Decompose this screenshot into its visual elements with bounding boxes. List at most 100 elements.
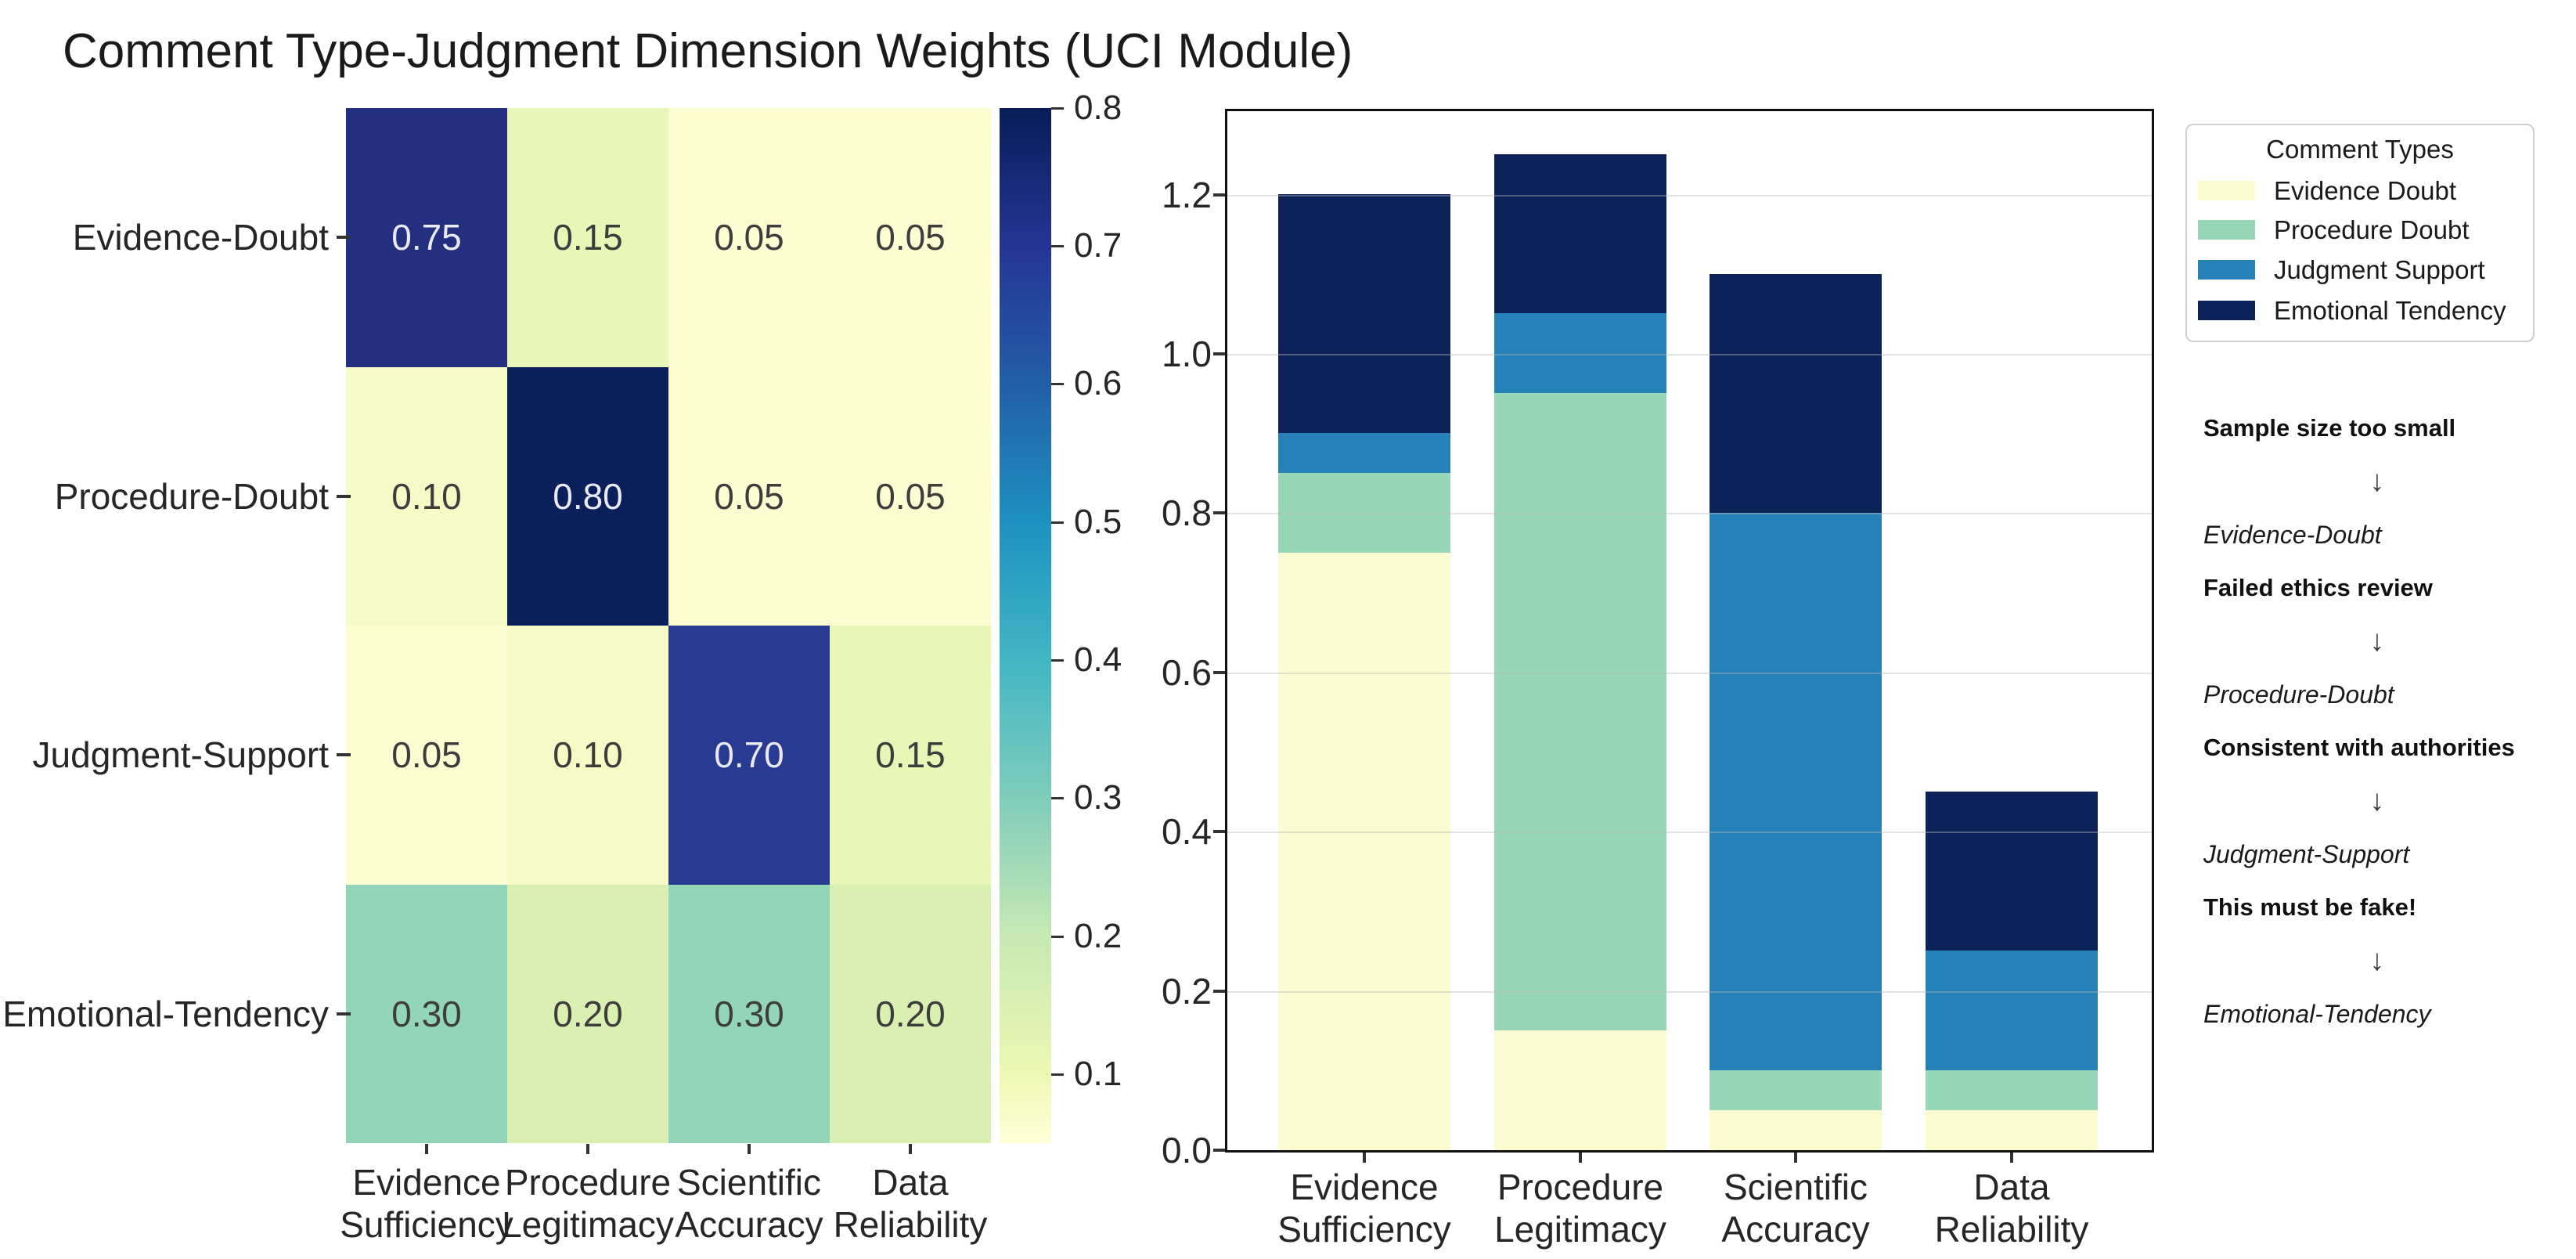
heatmap-x-tick	[909, 1144, 912, 1154]
bar-y-tick	[1213, 511, 1225, 514]
bar-segment	[1494, 1030, 1666, 1150]
heatmap-cell: 0.75	[346, 108, 507, 367]
bar-segment	[1926, 1110, 2098, 1150]
heatmap-row-label: Judgment-Support	[32, 734, 329, 775]
heatmap-col-label-line1: Evidence	[352, 1162, 501, 1203]
gridline	[1227, 195, 2152, 197]
colorbar-tick	[1051, 521, 1064, 524]
gridline	[1227, 991, 2152, 993]
gridline	[1227, 673, 2152, 674]
heatmap-col-label-line1: Data	[872, 1162, 949, 1203]
colorbar-tick-label: 0.2	[1074, 917, 1122, 955]
heatmap-cell: 0.70	[668, 626, 830, 885]
bar-segment	[1926, 951, 2098, 1070]
heatmap-cell: 0.30	[346, 884, 507, 1143]
annotation-comment: Consistent with authorities	[2203, 734, 2515, 761]
bar-segment	[1494, 313, 1666, 393]
heatmap-col-label-line2: Accuracy	[675, 1204, 823, 1245]
bar-y-tick-label: 1.0	[1162, 334, 1212, 374]
heatmap-cell: 0.10	[507, 626, 668, 885]
legend-swatch-judgment-support	[2198, 260, 2255, 280]
colorbar-tick-label: 0.4	[1074, 640, 1122, 679]
heatmap-row-label: Evidence-Doubt	[72, 217, 329, 258]
colorbar-tick-label: 0.5	[1074, 503, 1122, 541]
bar-segment	[1926, 1070, 2098, 1110]
colorbar-tick	[1051, 936, 1064, 938]
bar-x-tick	[1579, 1153, 1582, 1163]
arrow-down-icon: ↓	[2369, 465, 2385, 498]
heatmap-x-tick	[586, 1144, 589, 1154]
bar-segment	[1278, 433, 1450, 473]
heatmap-cell: 0.15	[830, 626, 991, 885]
bar-category-label: Scientific Accuracy	[1670, 1166, 1921, 1250]
bar-y-tick	[1213, 352, 1225, 355]
legend-entry-label: Emotional Tendency	[2274, 296, 2506, 325]
legend-entry-label: Evidence Doubt	[2274, 176, 2456, 205]
colorbar-tick-label: 0.1	[1074, 1055, 1122, 1093]
heatmap-col-label-line1: Procedure	[504, 1162, 672, 1203]
bar-category-line1: Data	[1973, 1167, 2050, 1207]
gridline	[1227, 354, 2152, 355]
bar-y-tick-label: 1.2	[1162, 175, 1212, 215]
heatmap-col-label: Evidence Sufficiency	[301, 1161, 552, 1246]
bar-category-line2: Reliability	[1934, 1209, 2089, 1250]
bar-category-line1: Procedure	[1497, 1167, 1664, 1207]
annotation-comment: Sample size too small	[2203, 414, 2456, 442]
legend-swatch-evidence-doubt	[2198, 181, 2255, 200]
bar-segment	[1494, 393, 1666, 1030]
legend-title: Comment Types	[2266, 135, 2454, 164]
heatmap-col-label-line2: Reliability	[833, 1204, 988, 1245]
heatmap-cell: 0.05	[668, 366, 830, 626]
legend-entry-label: Judgment Support	[2274, 255, 2485, 284]
heatmap-y-tick	[337, 236, 351, 239]
heatmap-col-label-line2: Legitimacy	[502, 1204, 674, 1245]
arrow-down-icon: ↓	[2369, 944, 2385, 977]
bar-y-tick-label: 0.0	[1162, 1130, 1212, 1171]
heatmap-y-tick	[337, 753, 351, 756]
legend: Comment Types Evidence Doubt Procedure D…	[2185, 124, 2535, 342]
colorbar-tick	[1051, 659, 1064, 662]
annotation-comment: Failed ethics review	[2203, 574, 2433, 601]
heatmap-cell: 0.05	[346, 626, 507, 885]
heatmap-y-tick	[337, 1012, 351, 1015]
heatmap-col-label: Scientific Accuracy	[624, 1161, 874, 1246]
bar-segment	[1710, 274, 1882, 513]
bar-y-tick	[1213, 193, 1225, 197]
heatmap: 0.75 0.15 0.05 0.05 0.10 0.80 0.05 0.05 0.05 0.10…	[346, 108, 991, 1143]
colorbar-tick-label: 0.7	[1074, 226, 1122, 265]
heatmap-col-label: Procedure Legitimacy	[463, 1161, 713, 1246]
bar-chart-axes	[1225, 109, 2154, 1153]
legend-swatch-emotional-tendency	[2198, 301, 2255, 320]
bar-segment	[1494, 154, 1666, 313]
bar-x-tick	[1794, 1153, 1797, 1163]
bar-segment	[1926, 792, 2098, 951]
bar-segment	[1278, 473, 1450, 553]
bar-segment	[1710, 1070, 1882, 1110]
heatmap-cell: 0.20	[830, 884, 991, 1143]
bar-category-line1: Scientific	[1723, 1167, 1868, 1207]
arrow-down-icon: ↓	[2369, 625, 2385, 658]
bar-y-tick	[1213, 671, 1225, 674]
colorbar-tick	[1051, 1073, 1064, 1076]
legend-entry-label: Procedure Doubt	[2274, 215, 2470, 244]
heatmap-x-tick	[425, 1144, 428, 1154]
gridline	[1227, 832, 2152, 833]
heatmap-cell: 0.80	[507, 366, 668, 626]
heatmap-cell: 0.30	[668, 884, 830, 1143]
annotation-target: Procedure-Doubt	[2203, 680, 2394, 709]
bar-segment	[1710, 1110, 1882, 1150]
legend-swatch-procedure-doubt	[2198, 220, 2255, 240]
heatmap-y-tick	[337, 495, 351, 498]
colorbar-tick-label: 0.8	[1074, 88, 1122, 127]
bar-y-tick-label: 0.6	[1162, 652, 1212, 693]
heatmap-col-label-line2: Sufficiency	[340, 1204, 513, 1245]
annotation-target: Judgment-Support	[2203, 840, 2410, 868]
heatmap-x-tick	[748, 1144, 751, 1154]
bar-y-tick-label: 0.2	[1162, 971, 1212, 1012]
bar-category-line1: Evidence	[1290, 1167, 1439, 1207]
heatmap-cell: 0.20	[507, 884, 668, 1143]
bar-y-tick	[1213, 1149, 1225, 1152]
figure-title: Comment Type-Judgment Dimension Weights …	[63, 24, 1353, 78]
bar-category-label: Procedure Legitimacy	[1455, 1166, 1706, 1250]
